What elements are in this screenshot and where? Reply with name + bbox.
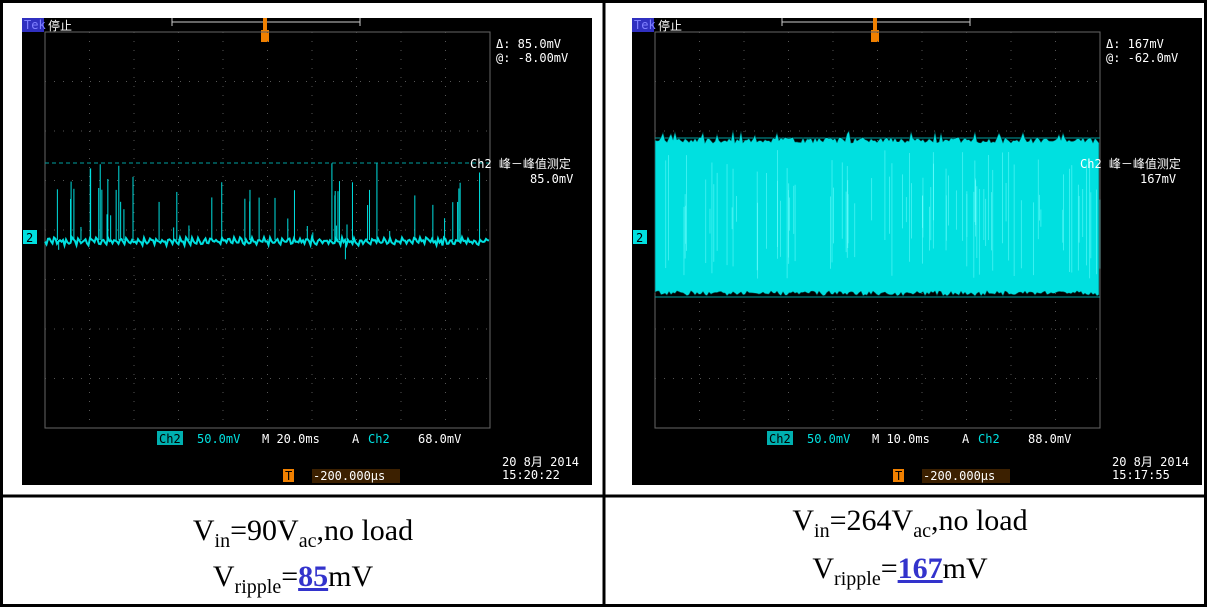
at-readout: @: -62.0mV [1106, 51, 1178, 65]
ripple-value: 167 [898, 552, 943, 585]
ch-label: Ch2 [769, 432, 791, 446]
caption-line1: Vin=264Vac,no load [792, 504, 1027, 542]
caption-sub: in [814, 520, 830, 542]
volt-scale: 50.0mV [807, 432, 850, 446]
trigger-marker: T [285, 469, 292, 483]
caption-v: V [812, 552, 834, 585]
channel-marker: 2 [636, 231, 643, 245]
page: Tek停止2Δ: 85.0mV@: -8.00mVCh2 峰－峰值测定85.0m… [0, 0, 1207, 607]
caption-sub: ripple [235, 576, 282, 598]
trigger-level: 88.0mV [1028, 432, 1071, 446]
timebase: M 10.0ms [872, 432, 930, 446]
date: 20 8月 2014 [1112, 455, 1189, 469]
channel-marker: 2 [26, 231, 33, 245]
caption-sub: in [215, 530, 231, 552]
caption-text: ,no load [931, 504, 1028, 537]
time: 15:20:22 [502, 468, 560, 482]
trigger-ch: Ch2 [368, 432, 390, 446]
brand: Tek [634, 18, 656, 32]
measure-name: Ch2 峰－峰值测定 [470, 156, 571, 171]
trigger-mode: A [352, 432, 360, 446]
caption-line2: Vripple=167mV [812, 552, 988, 590]
delta-readout: Δ: 85.0mV [496, 37, 561, 51]
timebase: M 20.0ms [262, 432, 320, 446]
time: 15:17:55 [1112, 468, 1170, 482]
caption-sub: ripple [834, 568, 881, 590]
measure-name: Ch2 峰－峰值测定 [1080, 156, 1181, 171]
caption-text: =90V [230, 514, 299, 547]
caption-sub: ac [299, 530, 317, 552]
caption-line2: Vripple=85mV [213, 560, 374, 598]
caption-v: V [193, 514, 215, 547]
trigger-level: 68.0mV [418, 432, 461, 446]
caption-text: ,no load [316, 514, 413, 547]
trigger-marker: T [895, 469, 902, 483]
caption-line1: Vin=90Vac,no load [193, 514, 413, 552]
ch-label: Ch2 [159, 432, 181, 446]
caption-text: = [281, 560, 298, 593]
delta-readout: Δ: 167mV [1106, 37, 1164, 51]
run-state: 停止 [658, 18, 682, 33]
volt-scale: 50.0mV [197, 432, 240, 446]
position: -200.000μs [313, 469, 385, 483]
trace-band [655, 130, 1099, 296]
trigger-mode: A [962, 432, 970, 446]
scope-screen [22, 18, 592, 485]
brand: Tek [24, 18, 46, 32]
at-readout: @: -8.00mV [496, 51, 568, 65]
trigger-top [263, 18, 267, 30]
position: -200.000μs [923, 469, 995, 483]
caption-text: mV [943, 552, 988, 585]
caption-sub: ac [913, 520, 931, 542]
caption-v: V [213, 560, 235, 593]
caption-v: V [792, 504, 814, 537]
caption-text: = [881, 552, 898, 585]
caption-text: mV [328, 560, 373, 593]
figure-table: Tek停止2Δ: 85.0mV@: -8.00mVCh2 峰－峰值测定85.0m… [0, 0, 1207, 607]
trigger-ch: Ch2 [978, 432, 1000, 446]
measure-value: 85.0mV [530, 172, 573, 186]
date: 20 8月 2014 [502, 455, 579, 469]
trigger-top [873, 18, 877, 30]
run-state: 停止 [48, 18, 72, 33]
ripple-value: 85 [298, 560, 328, 593]
caption-text: =264V [830, 504, 914, 537]
measure-value: 167mV [1140, 172, 1176, 186]
